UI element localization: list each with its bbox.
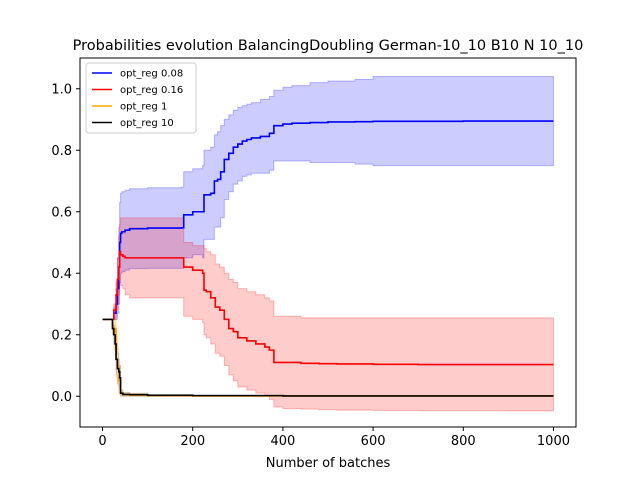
x-tick-label: 400 xyxy=(270,434,295,449)
y-tick-label: 0.0 xyxy=(51,390,72,405)
legend-label: opt_reg 0.08 xyxy=(120,69,183,80)
series-lines xyxy=(102,120,554,397)
plot-frame xyxy=(79,57,577,428)
x-axis-ticks: 0 200 400 600 800 1000 xyxy=(98,427,570,449)
y-tick-label: 0.2 xyxy=(51,328,72,343)
line-series-3 xyxy=(102,318,554,397)
x-tick-label: 800 xyxy=(451,434,476,449)
legend-label: opt_reg 0.16 xyxy=(120,85,183,96)
legend: opt_reg 0.08 opt_reg 0.16 opt_reg 1 opt_reg… xyxy=(85,62,197,134)
band-series-1 xyxy=(102,217,554,412)
x-tick-label: 600 xyxy=(361,434,386,449)
x-tick-label: 0 xyxy=(98,434,106,449)
line-series-0 xyxy=(102,120,554,321)
x-tick-label: 200 xyxy=(180,434,205,449)
x-axis-label: Number of batches xyxy=(266,456,391,471)
legend-label: opt_reg 1 xyxy=(120,102,167,113)
y-tick-label: 0.4 xyxy=(51,267,72,282)
band-series-0 xyxy=(102,75,554,320)
legend-label: opt_reg 10 xyxy=(120,118,174,129)
y-tick-label: 1.0 xyxy=(51,82,72,97)
legend-box xyxy=(85,62,197,134)
line-series-1 xyxy=(102,250,554,366)
x-tick-label: 1000 xyxy=(537,434,570,449)
y-tick-label: 0.8 xyxy=(51,144,72,159)
y-tick-label: 0.6 xyxy=(51,205,72,220)
chart-title: Probabilities evolution BalancingDoublin… xyxy=(73,38,584,54)
y-axis-ticks: 0.0 0.2 0.4 0.6 0.8 1.0 xyxy=(51,82,80,405)
